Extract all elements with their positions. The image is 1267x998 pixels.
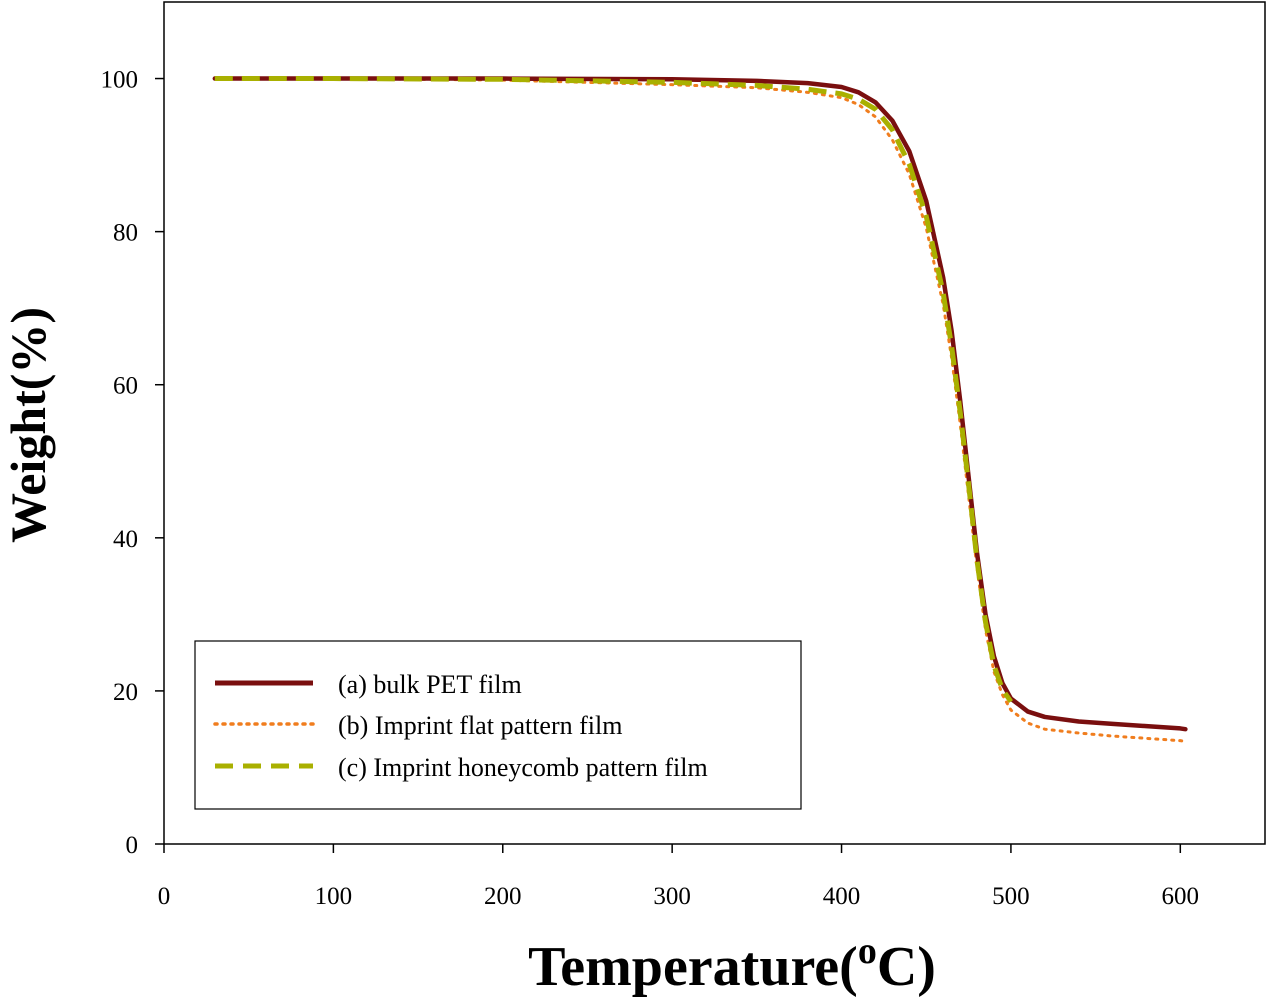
legend-label-b: (b) Imprint flat pattern film: [338, 711, 622, 740]
y-tick-label: 80: [113, 220, 138, 247]
ticks-layer: 0 100 200 300 400 500 600 0 20 40 60 80 100: [101, 67, 1200, 910]
y-axis-title: Weight(%): [0, 307, 56, 543]
series-line-c: [214, 76, 1013, 704]
x-axis-title: Temperature(oC): [528, 930, 936, 998]
x-tick-label: 200: [484, 883, 522, 910]
plot-frame: [163, 1, 1266, 845]
x-tick-label: 400: [823, 883, 861, 910]
x-tick-label: 500: [992, 883, 1030, 910]
x-tick-label: 600: [1162, 883, 1200, 910]
legend-label-c: (c) Imprint honeycomb pattern film: [338, 753, 708, 782]
x-tick-label: 300: [653, 883, 691, 910]
y-tick-label: 100: [101, 67, 139, 94]
x-tick-label: 100: [315, 883, 353, 910]
y-tick-label: 20: [113, 679, 138, 706]
y-tick-label: 0: [126, 832, 139, 859]
legend: (a) bulk PET film (b) Imprint flat patte…: [194, 640, 802, 810]
series-layer: [212, 76, 1188, 743]
y-tick-label: 60: [113, 373, 138, 400]
y-tick-label: 40: [113, 526, 138, 553]
x-tick-label: 0: [158, 883, 171, 910]
legend-label-a: (a) bulk PET film: [338, 670, 522, 699]
series-line-a: [212, 76, 1188, 732]
